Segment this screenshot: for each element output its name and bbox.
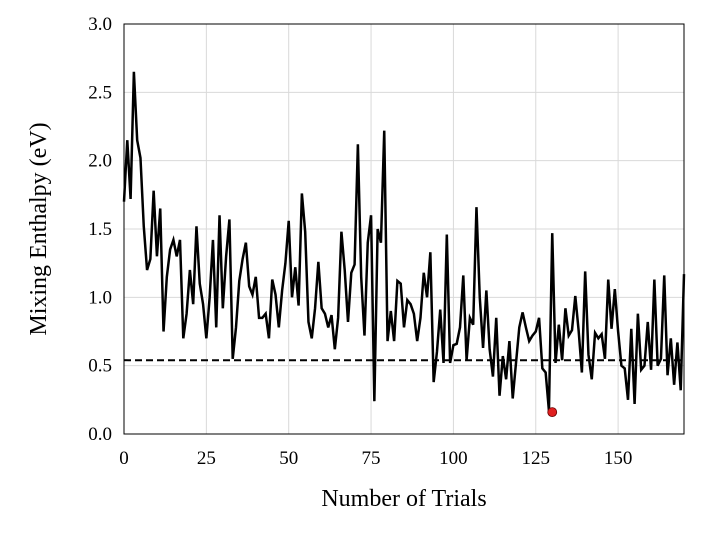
x-tick-label: 50 (279, 448, 298, 469)
x-tick-label: 150 (604, 448, 633, 469)
y-tick-label: 2.0 (88, 151, 112, 172)
minimum-point-marker (547, 407, 558, 418)
mixing-enthalpy-series-line (122, 71, 686, 411)
y-tick-label: 3.0 (88, 14, 112, 35)
y-tick-label: 1.0 (88, 287, 112, 308)
x-tick-label: 100 (439, 448, 468, 469)
tick-labels: 0 25 50 75 100 125 150 0.0 0.5 1.0 1.5 2.0 2.5 3.0 (88, 14, 632, 469)
plot-area-frame (123, 23, 685, 435)
x-tick-label: 75 (362, 448, 381, 469)
series-layer (122, 71, 686, 418)
x-tick-label: 0 (119, 448, 129, 469)
gridlines (124, 24, 684, 434)
x-tick-label: 125 (522, 448, 551, 469)
x-axis-title: Number of Trials (321, 486, 486, 512)
y-tick-label: 2.5 (88, 82, 112, 103)
y-tick-label: 0.5 (88, 356, 112, 377)
y-tick-label: 1.5 (88, 219, 112, 240)
y-tick-label: 0.0 (88, 424, 112, 445)
x-tick-label: 25 (197, 448, 216, 469)
y-axis-title: Mixing Enthalpy (eV) (26, 122, 52, 335)
